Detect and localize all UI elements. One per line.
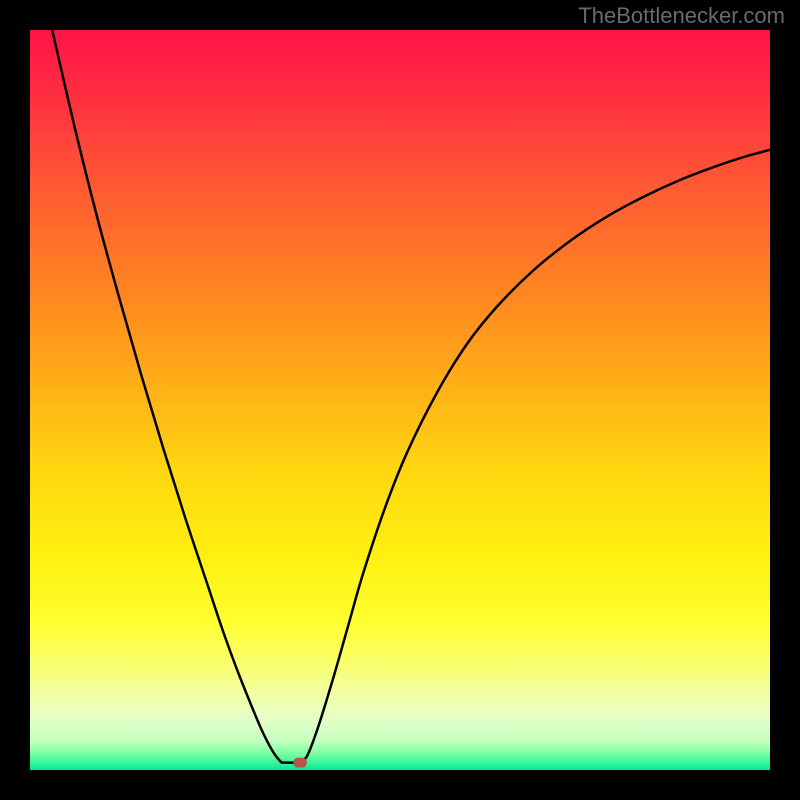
watermark-text: TheBottlenecker.com [578, 3, 785, 28]
plot-gradient-background [30, 30, 770, 770]
bottleneck-chart: TheBottlenecker.com [0, 0, 800, 800]
optimal-point-marker [294, 758, 307, 767]
